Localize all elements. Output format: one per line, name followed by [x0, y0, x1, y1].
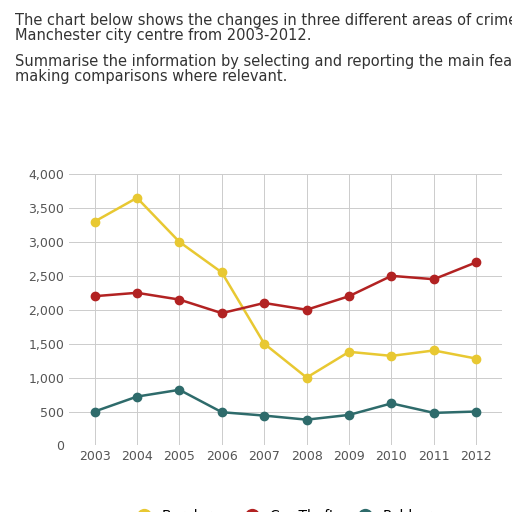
Text: Manchester city centre from 2003-2012.: Manchester city centre from 2003-2012.	[15, 28, 312, 43]
Legend: Burglary, Car Theft, Robbery: Burglary, Car Theft, Robbery	[124, 504, 446, 512]
Text: The chart below shows the changes in three different areas of crime in: The chart below shows the changes in thr…	[15, 13, 512, 28]
Text: Summarise the information by selecting and reporting the main features and: Summarise the information by selecting a…	[15, 54, 512, 69]
Text: making comparisons where relevant.: making comparisons where relevant.	[15, 69, 288, 84]
